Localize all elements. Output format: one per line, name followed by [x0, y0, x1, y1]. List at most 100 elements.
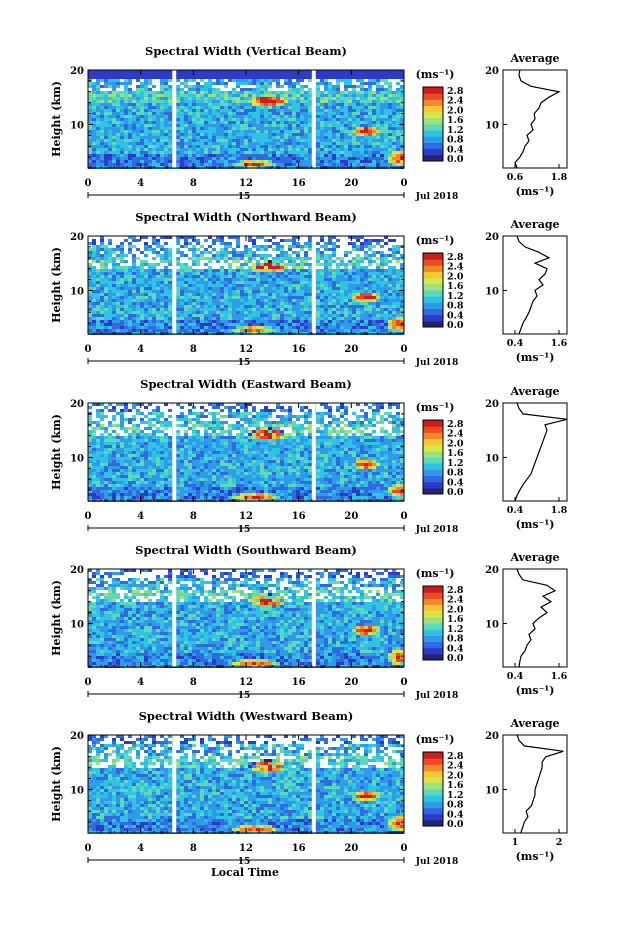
heatmap-cell [304, 299, 308, 302]
heatmap-cell [196, 284, 200, 287]
heatmap-cell [304, 130, 308, 133]
data-gap [172, 236, 177, 334]
heatmap-cell [260, 91, 264, 94]
heatmap-cell [344, 121, 348, 124]
heatmap-cell [348, 296, 352, 299]
heatmap-cell [392, 100, 396, 103]
heatmap-cell [208, 94, 212, 97]
heatmap-cell [304, 151, 308, 154]
heatmap-cell [120, 70, 124, 73]
heatmap-cell [160, 302, 164, 305]
heatmap-cell [336, 281, 340, 284]
heatmap-cell [256, 118, 260, 121]
heatmap-cell [128, 272, 132, 275]
heatmap-cell [180, 302, 184, 305]
heatmap-cell [280, 133, 284, 136]
heatmap-cell [112, 302, 116, 305]
heatmap-cell [372, 133, 376, 136]
heatmap-cell [304, 305, 308, 308]
heatmap-cell [128, 299, 132, 302]
heatmap-cell [120, 94, 124, 97]
heatmap-cell [292, 269, 296, 272]
heatmap-cell [200, 139, 204, 142]
heatmap-cell [308, 287, 312, 290]
heatmap-cell [360, 124, 364, 127]
heatmap-cell [288, 254, 292, 257]
heatmap-cell [116, 94, 120, 97]
heatmap-cell [208, 245, 212, 248]
heatmap-cell [396, 103, 400, 106]
heatmap-cell [364, 148, 368, 151]
heatmap-cell [128, 76, 132, 79]
heatmap-cell [176, 85, 180, 88]
heatmap-cell [116, 76, 120, 79]
heatmap-cell [252, 239, 256, 242]
heatmap-cell [120, 320, 124, 323]
heatmap-cell [340, 278, 344, 281]
heatmap-cell [204, 109, 208, 112]
heatmap-cell [112, 124, 116, 127]
colorbar-swatch [423, 111, 443, 119]
heatmap-cell [340, 103, 344, 106]
heatmap-cell [348, 320, 352, 323]
heatmap-cell [388, 73, 392, 76]
heatmap-cell [192, 275, 196, 278]
heatmap-cell [320, 115, 324, 118]
heatmap-cell [144, 97, 148, 100]
heatmap-cell [336, 157, 340, 160]
heatmap-cell [256, 263, 260, 266]
heatmap-cell [296, 281, 300, 284]
heatmap-cell [152, 109, 156, 112]
heatmap-cell [296, 245, 300, 248]
heatmap-cell [120, 160, 124, 163]
heatmap-cell [96, 311, 100, 314]
heatmap-cell [128, 79, 132, 82]
heatmap-cell [316, 293, 320, 296]
heatmap-cell [132, 266, 136, 269]
heatmap-cell [292, 242, 296, 245]
heatmap-cell [240, 130, 244, 133]
heatmap-cell [400, 136, 404, 139]
heatmap-cell [344, 76, 348, 79]
heatmap-cell [340, 154, 344, 157]
heatmap-cell [280, 163, 284, 166]
heatmap-cell [396, 73, 400, 76]
heatmap-cell [360, 269, 364, 272]
heatmap-cell [188, 257, 192, 260]
heatmap-cell [300, 293, 304, 296]
heatmap-cell [216, 148, 220, 151]
heatmap-cell [116, 302, 120, 305]
heatmap-cell [388, 148, 392, 151]
heatmap-cell [364, 133, 368, 136]
heatmap-cell [200, 106, 204, 109]
heatmap-cell [204, 118, 208, 121]
heatmap-cell [144, 160, 148, 163]
heatmap-cell [308, 73, 312, 76]
heatmap-cell [388, 133, 392, 136]
heatmap-cell [252, 130, 256, 133]
heatmap-cell [144, 154, 148, 157]
heatmap-cell [340, 124, 344, 127]
heatmap-cell [324, 317, 328, 320]
heatmap-cell [96, 85, 100, 88]
heatmap-cell [100, 290, 104, 293]
heatmap-cell [128, 160, 132, 163]
heatmap-cell [140, 142, 144, 145]
heatmap-cell [164, 305, 168, 308]
heatmap-cell [92, 115, 96, 118]
heatmap-cell [392, 76, 396, 79]
heatmap-cell [228, 94, 232, 97]
heatmap-cell [252, 103, 256, 106]
heatmap-cell [280, 278, 284, 281]
heatmap-cell [152, 148, 156, 151]
heatmap-cell [192, 130, 196, 133]
heatmap-cell [392, 142, 396, 145]
heatmap-cell [352, 112, 356, 115]
heatmap-cell [288, 284, 292, 287]
heatmap-cell [256, 151, 260, 154]
heatmap-cell [348, 103, 352, 106]
heatmap-cell [132, 100, 136, 103]
heatmap-cell [380, 145, 384, 148]
heatmap-cell [180, 236, 184, 239]
heatmap-cell [152, 118, 156, 121]
